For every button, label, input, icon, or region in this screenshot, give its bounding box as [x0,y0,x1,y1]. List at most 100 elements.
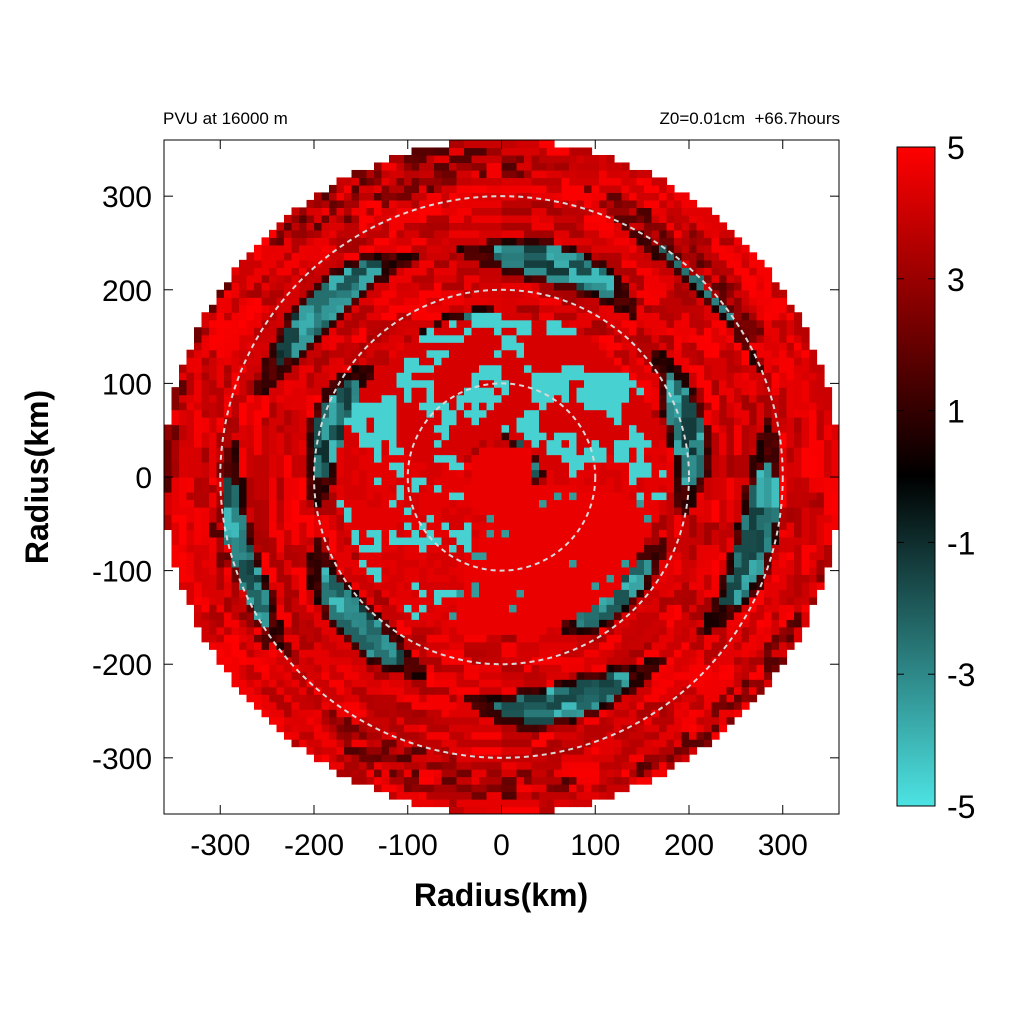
heatmap-cell [441,626,450,635]
heatmap-cell [306,274,315,283]
heatmap-cell [621,514,630,523]
heatmap-cell [359,319,368,328]
heatmap-cell [336,364,345,373]
heatmap-cell [486,649,495,658]
heatmap-cell [599,372,608,381]
heatmap-cell [629,289,638,298]
heatmap-cell [464,686,473,695]
heatmap-cell [486,604,495,613]
heatmap-cell [569,439,578,448]
heatmap-cell [426,506,435,516]
heatmap-cell [261,664,270,673]
heatmap-cell [299,619,308,628]
heatmap-cell [456,432,465,441]
heatmap-cell [479,551,488,560]
heatmap-cell [606,491,615,501]
heatmap-cell [194,581,203,590]
heatmap-cell [194,499,203,508]
heatmap-cell [336,769,345,778]
heatmap-cell [561,484,570,493]
heatmap-cell [336,559,345,568]
heatmap-cell [576,649,585,658]
heatmap-cell [531,596,540,605]
heatmap-cell [441,222,450,231]
heatmap-cell [314,289,323,298]
heatmap-cell [306,237,315,246]
heatmap-cell [629,529,638,538]
heatmap-cell [599,162,608,171]
heatmap-cell [516,454,525,463]
heatmap-cell [404,656,413,665]
heatmap-cell [464,664,473,673]
heatmap-cell [629,731,638,740]
heatmap-cell [329,656,338,665]
heatmap-cell [284,327,293,336]
heatmap-cell [486,424,495,433]
heatmap-cell [614,304,623,313]
heatmap-cell [554,581,563,590]
heatmap-cell [284,364,293,373]
heatmap-cell [479,574,488,583]
heatmap-cell [464,147,473,156]
heatmap-cell [576,619,585,628]
heatmap-cell [231,574,240,583]
heatmap-cell [479,252,488,261]
heatmap-cell [494,327,503,336]
heatmap-cell [434,349,443,358]
heatmap-cell [276,372,285,381]
heatmap-cell [434,686,443,695]
heatmap-cell [651,731,660,740]
heatmap-cell [636,536,645,545]
heatmap-cell [269,671,278,680]
heatmap-cell [599,604,608,613]
heatmap-cell [321,574,330,583]
heatmap-cell [569,596,578,605]
heatmap-cell [344,259,353,268]
heatmap-cell [344,536,353,545]
heatmap-cell [329,424,338,433]
heatmap-cell [374,169,383,179]
heatmap-cell [411,304,420,313]
heatmap-cell [569,641,578,650]
heatmap-cell [344,529,353,538]
heatmap-cell [411,596,420,605]
heatmap-cell [419,312,428,321]
heatmap-cell [494,469,503,478]
heatmap-cell [464,724,473,733]
heatmap-cell [396,297,405,306]
heatmap-cell [471,169,480,179]
heatmap-cell [434,694,443,703]
heatmap-cell [614,394,623,403]
heatmap-cell [299,477,308,486]
heatmap-cell [381,207,390,216]
heatmap-cell [531,791,540,800]
heatmap-cell [621,199,630,208]
heatmap-cell [599,626,608,635]
heatmap-cell [426,432,435,441]
heatmap-cell [201,342,210,351]
heatmap-cell [516,244,525,253]
heatmap-cell [209,364,218,373]
heatmap-cell [179,559,188,568]
heatmap-cell [396,192,405,201]
heatmap-cell [591,432,600,441]
heatmap-cell [561,214,570,223]
heatmap-cell [479,409,488,418]
heatmap-cell [389,184,398,194]
heatmap-cell [209,634,218,643]
heatmap-cell [471,769,480,778]
heatmap-cell [479,237,488,246]
heatmap-cell [599,207,608,216]
heatmap-cell [621,409,630,418]
heatmap-cell [434,536,443,545]
heatmap-cell [209,432,218,441]
heatmap-cell [569,327,578,336]
heatmap-cell [614,387,623,396]
heatmap-cell [576,784,585,793]
heatmap-cell [411,769,420,778]
heatmap-cell [449,140,458,149]
heatmap-cell [591,274,600,283]
heatmap-cell [539,327,548,336]
heatmap-cell [554,469,563,478]
heatmap-cell [471,282,480,291]
